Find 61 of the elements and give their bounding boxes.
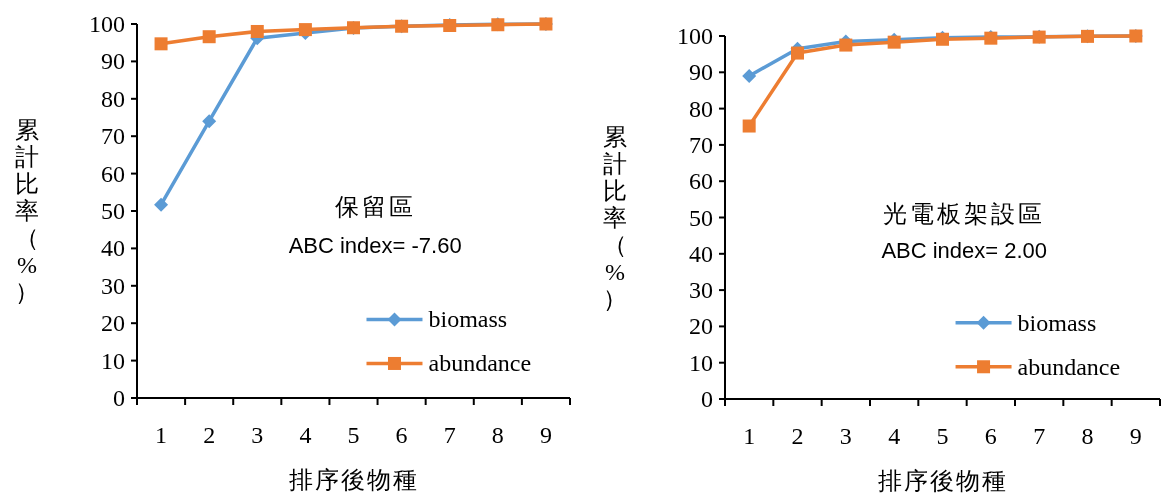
y-tick-label: 50: [101, 198, 125, 224]
y-tick-label: 70: [689, 131, 713, 158]
x-tick-label: 8: [491, 422, 504, 448]
x-tick-label: 3: [251, 422, 264, 448]
y-tick-label: 100: [89, 11, 125, 37]
x-tick-label: 8: [1081, 423, 1094, 449]
annotation: 保留區: [334, 194, 416, 221]
x-tick-label: 1: [743, 423, 756, 449]
y-tick-label: 40: [689, 240, 713, 267]
legend-label: biomass: [1017, 309, 1097, 336]
x-tick-label: 4: [299, 422, 312, 448]
x-tick-label: 2: [791, 423, 804, 449]
x-tick-label: 4: [888, 423, 901, 449]
x-tick-label: 9: [539, 422, 552, 448]
y-tick-label: 70: [101, 123, 125, 150]
y-axis-title: 累計比率（%）: [15, 117, 39, 305]
legend-label: abundance: [428, 350, 532, 377]
x-axis-title: 排序後物種: [877, 468, 1008, 494]
x-tick-label: 6: [984, 423, 997, 449]
y-tick-label: 20: [101, 310, 125, 337]
y-tick-label: 90: [689, 59, 713, 86]
point: [791, 46, 804, 60]
x-tick-label: 3: [839, 423, 852, 449]
point: [202, 114, 217, 129]
x-tick-label: 9: [1129, 423, 1142, 449]
point: [154, 37, 168, 51]
y-tick-label: 60: [689, 168, 713, 195]
x-tick-label: 7: [1033, 423, 1046, 449]
y-tick-label: 90: [101, 48, 125, 75]
point: [154, 197, 169, 212]
x-tick-label: 6: [395, 422, 408, 448]
x-tick-label: 5: [347, 422, 360, 448]
x-axis-title: 排序後物種: [288, 467, 419, 493]
y-tick-label: 30: [101, 272, 125, 299]
annotation: ABC index= 2.00: [881, 238, 1048, 264]
y-tick-label: 40: [101, 235, 125, 262]
y-axis-title: 累計比率（%）: [603, 123, 627, 312]
y-tick-label: 0: [113, 385, 125, 411]
point: [250, 24, 264, 38]
y-tick-label: 20: [689, 313, 713, 340]
y-tick-label: 100: [677, 23, 713, 49]
x-tick-label: 2: [203, 422, 216, 448]
point: [742, 68, 757, 83]
y-tick-label: 60: [101, 160, 125, 187]
annotation: ABC index= -7.60: [288, 232, 462, 258]
point: [839, 38, 853, 52]
annotation: 光電板架設區: [883, 200, 1046, 227]
point: [202, 30, 216, 44]
y-tick-label: 80: [689, 95, 713, 122]
y-tick-label: 10: [689, 349, 713, 376]
x-tick-label: 7: [443, 422, 456, 448]
legend-label: abundance: [1017, 353, 1121, 380]
legend-label: biomass: [428, 306, 508, 333]
y-tick-label: 10: [101, 347, 125, 374]
y-tick-label: 30: [689, 277, 713, 304]
x-tick-label: 5: [936, 423, 949, 449]
x-tick-label: 1: [155, 422, 168, 448]
y-tick-label: 0: [701, 386, 713, 412]
point: [742, 119, 756, 133]
y-tick-label: 50: [689, 204, 713, 231]
y-tick-label: 80: [101, 85, 125, 112]
